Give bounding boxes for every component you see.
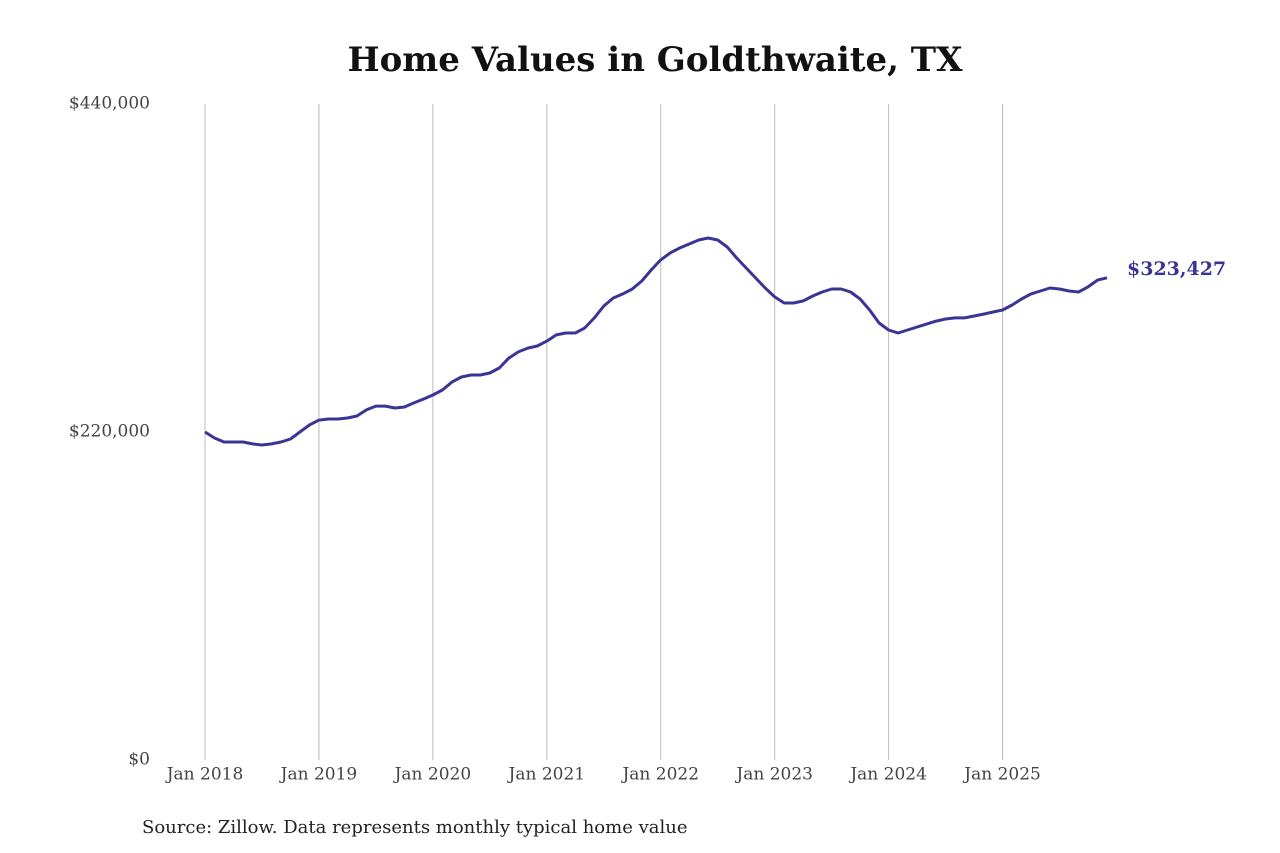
- value-label: $323,427: [1127, 258, 1226, 280]
- line: [204, 236, 1108, 447]
- x-tick-label: Jan 2024: [848, 765, 927, 785]
- y-tick-label: $220,000: [69, 422, 150, 442]
- x-tick-label: Jan 2025: [962, 765, 1041, 785]
- x-tick-label: Jan 2022: [620, 765, 699, 785]
- x-tick-label: Jan 2019: [279, 765, 358, 785]
- source-note: Source: Zillow. Data represents monthly …: [142, 817, 688, 838]
- x-tick-label: Jan 2020: [393, 765, 472, 785]
- x-tick-label: Jan 2023: [734, 765, 813, 785]
- chart-title: Home Values in Goldthwaite, TX: [348, 40, 964, 80]
- x-tick-label: Jan 2021: [507, 765, 586, 785]
- y-tick-label: $0: [128, 750, 150, 770]
- y-tick-label: $440,000: [69, 94, 150, 114]
- x-tick-label: Jan 2018: [165, 765, 244, 785]
